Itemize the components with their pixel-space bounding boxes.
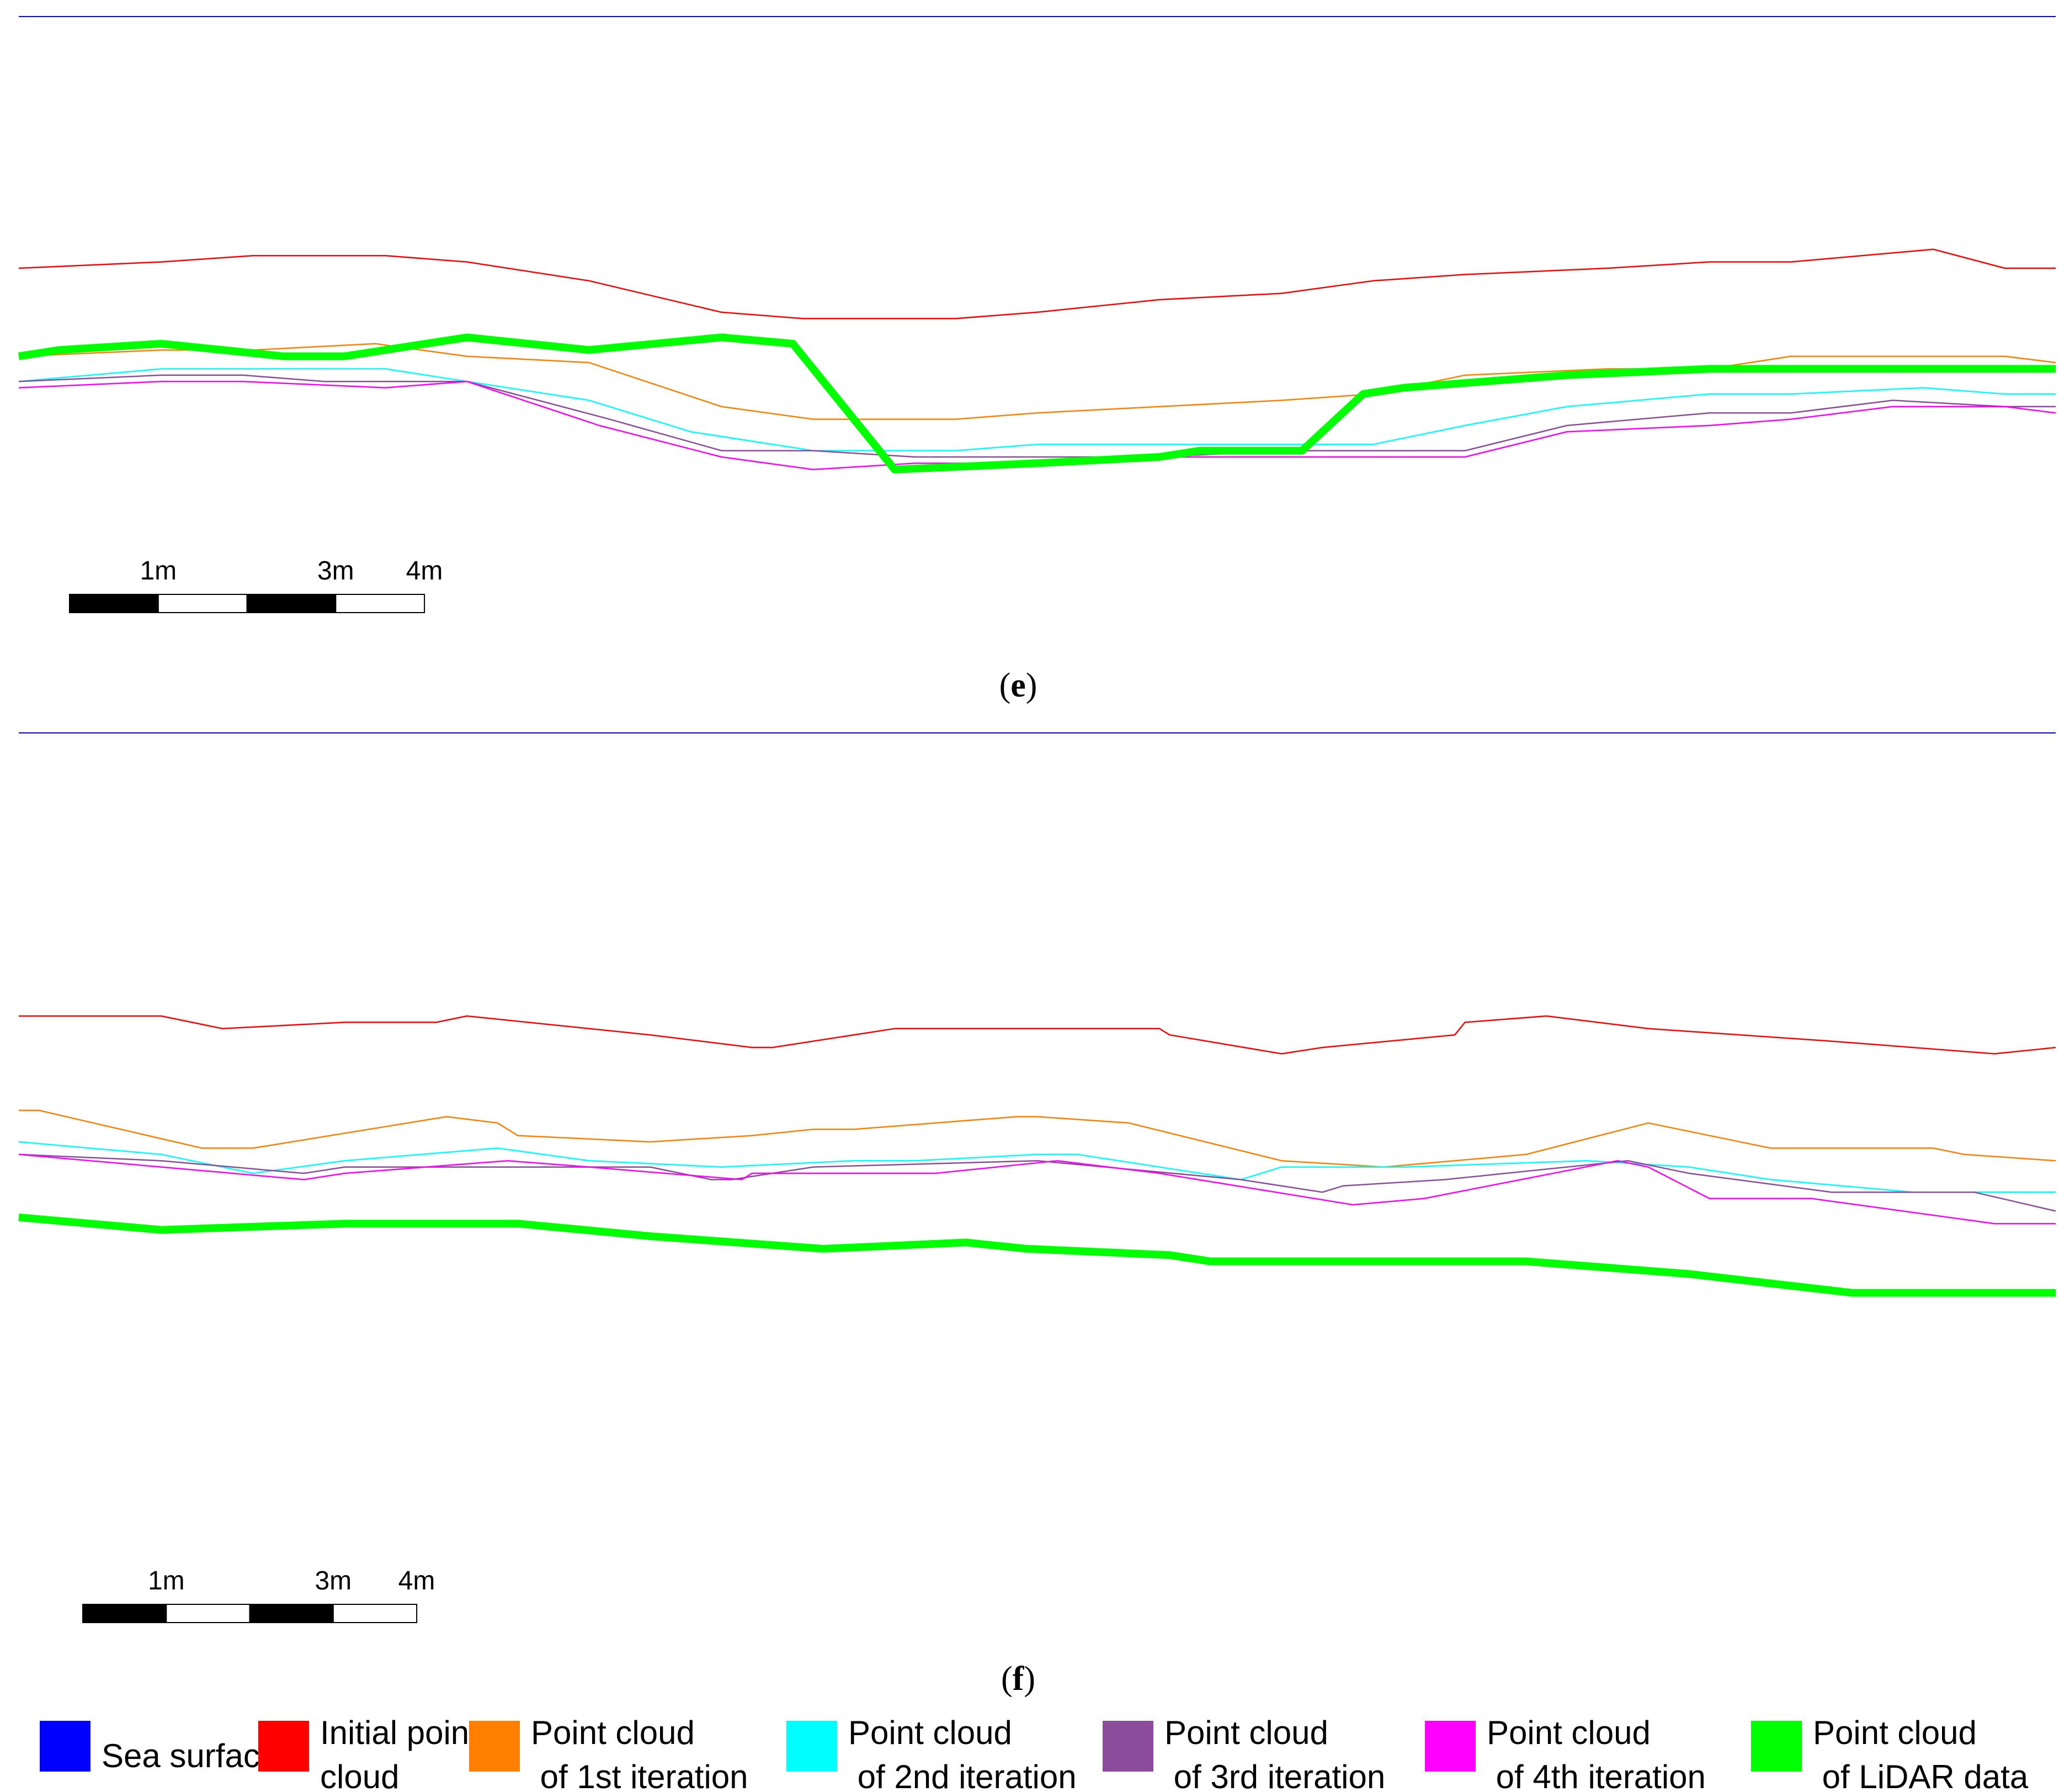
scale-bar-label: 1m <box>148 1566 185 1596</box>
scale-bar-segment <box>166 1604 251 1623</box>
scale-bar-label: 1m <box>140 556 177 586</box>
panel-e: 1m 3m 4m (e) <box>18 16 2056 704</box>
panel-label-open: ( <box>1001 1660 1013 1698</box>
legend-label: of 4th iteration <box>1487 1758 1706 1792</box>
legend-swatch <box>469 1721 520 1772</box>
legend-swatch <box>1425 1721 1476 1772</box>
scale-bar: 1m 3m 4m <box>69 556 443 613</box>
series-line-initial <box>19 1015 2056 1055</box>
scale-bar-segment <box>246 594 337 613</box>
legend-label: of LiDAR data <box>1813 1758 2029 1792</box>
legend-label: Point cloud <box>1813 1714 1977 1751</box>
series-line-iter4 <box>18 1153 2056 1225</box>
legend-swatch <box>1751 1721 1802 1772</box>
scale-bar-segment <box>332 1604 418 1623</box>
series-line-lidar <box>18 333 2056 474</box>
panel-label-open: ( <box>999 667 1011 704</box>
panel-label-close: ) <box>1024 1660 1035 1698</box>
legend-item-iter2: Point cloud of 2nd iteration <box>786 1714 1077 1792</box>
legend-label: of 1st iteration <box>531 1758 748 1792</box>
legend-item-iter1: Point cloud of 1st iteration <box>469 1714 748 1792</box>
series-line-iter2 <box>18 1141 2056 1193</box>
scale-bar-label: 3m <box>317 556 354 586</box>
scale-bar-segment <box>157 594 248 613</box>
legend-swatch <box>1103 1721 1153 1772</box>
scale-bar-label: 3m <box>315 1566 352 1596</box>
legend-item-initial: Initial point cloud <box>258 1714 478 1792</box>
legend-label: Point cloud <box>1164 1714 1328 1751</box>
legend-label: cloud <box>320 1758 399 1792</box>
legend-swatch <box>258 1721 309 1772</box>
legend-label: Point cloud <box>1487 1714 1651 1751</box>
panel-label-letter: f <box>1013 1660 1025 1698</box>
scale-bar-segment <box>82 1604 167 1623</box>
panel-label: (f) <box>1001 1660 1035 1698</box>
scale-bar-segment <box>249 1604 334 1623</box>
legend-item-iter4: Point cloud of 4th iteration <box>1425 1714 1706 1792</box>
panel-label-close: ) <box>1026 667 1038 704</box>
legend-label: Initial point <box>320 1714 478 1751</box>
legend: Sea surface Initial point cloud Point cloud… <box>40 1714 2029 1792</box>
legend-label: of 3rd iteration <box>1164 1758 1385 1792</box>
series-line-lidar <box>18 1213 2056 1297</box>
legend-item-sea: Sea surface <box>40 1721 278 1774</box>
legend-item-iter3: Point cloud of 3rd iteration <box>1103 1714 1385 1792</box>
legend-label: Point cloud <box>848 1714 1012 1751</box>
series-line-initial <box>18 248 2056 320</box>
legend-label: of 2nd iteration <box>848 1758 1077 1792</box>
panel-f: 1m 3m 4m (f) <box>18 732 2056 1698</box>
series-line-iter1 <box>19 1109 2056 1168</box>
scale-bar-segment <box>335 594 425 613</box>
series-line-iter3 <box>18 1153 2056 1212</box>
panel-label-letter: e <box>1010 667 1026 704</box>
scale-bar-label: 4m <box>398 1566 435 1596</box>
legend-label: Sea surface <box>102 1737 278 1774</box>
legend-swatch <box>786 1721 837 1772</box>
scale-bar-segment <box>69 594 159 613</box>
scale-bar: 1m 3m 4m <box>82 1566 435 1623</box>
legend-item-lidar: Point cloud of LiDAR data <box>1751 1714 2029 1792</box>
scale-bar-label: 4m <box>406 556 443 586</box>
legend-label: Point cloud <box>531 1714 695 1751</box>
panel-label: (e) <box>999 667 1038 704</box>
series-line-iter2 <box>18 368 2056 451</box>
legend-swatch <box>40 1721 91 1772</box>
